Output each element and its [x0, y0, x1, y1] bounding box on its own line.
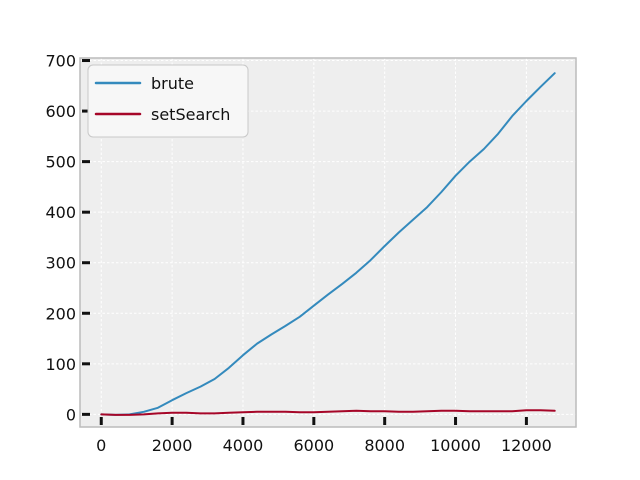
x-tick-label: 6000 [293, 436, 334, 455]
legend-label-setsearch: setSearch [151, 105, 230, 124]
legend: brute setSearch [87, 64, 249, 138]
x-tick-label: 8000 [364, 436, 405, 455]
x-tick-label: 4000 [223, 436, 264, 455]
y-tick-label: 0 [66, 405, 76, 424]
x-tick-label: 12000 [501, 436, 552, 455]
ticks-layer: 0 2000 4000 6000 8000 10000 12000 0 100 200 300 400… [45, 52, 551, 455]
y-tick-label: 300 [45, 254, 76, 273]
x-tick-label: 0 [96, 436, 106, 455]
y-tick-label: 600 [45, 102, 76, 121]
x-tick-label: 2000 [152, 436, 193, 455]
y-tick-label: 400 [45, 203, 76, 222]
y-tick-label: 100 [45, 355, 76, 374]
x-tick-label: 10000 [430, 436, 481, 455]
series-layer [100, 72, 556, 416]
series-line-brute [100, 72, 556, 416]
series-line-setsearch [100, 409, 556, 416]
y-tick-label: 700 [45, 52, 76, 71]
y-tick-label: 500 [45, 153, 76, 172]
legend-label-brute: brute [151, 74, 194, 93]
plot-frame [79, 57, 577, 428]
y-tick-label: 200 [45, 304, 76, 323]
grid-layer [80, 58, 576, 427]
